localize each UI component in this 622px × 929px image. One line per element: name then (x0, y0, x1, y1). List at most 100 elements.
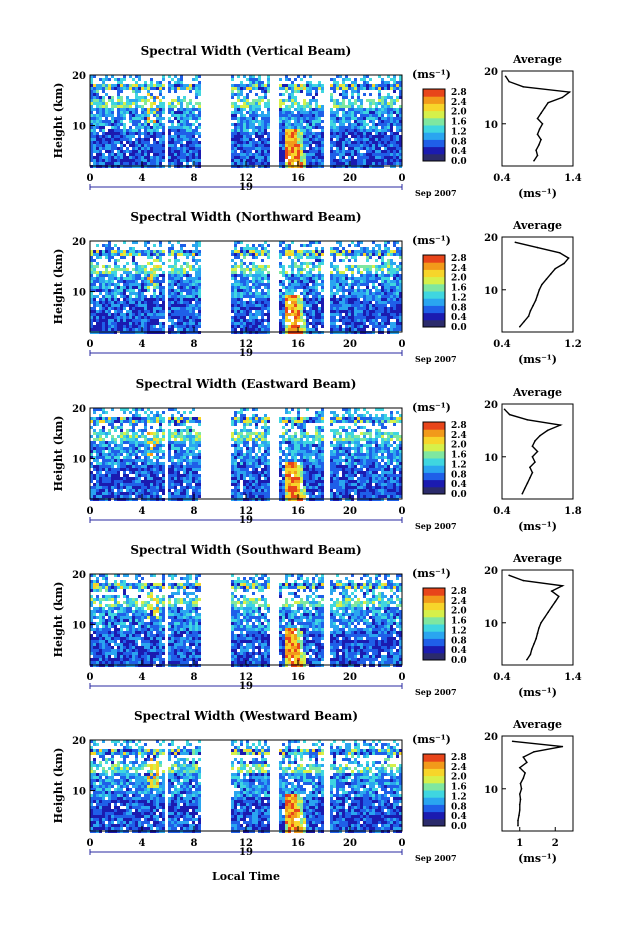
profile-point (527, 315, 530, 317)
profile-point (534, 440, 536, 442)
colorbar-frame (422, 88, 446, 162)
profile-point (550, 606, 553, 608)
colorbar-segment (423, 790, 445, 798)
profile-point (522, 756, 525, 758)
profile-point (526, 419, 529, 421)
date-suffix: Sep 2007 (415, 354, 457, 364)
profile-x-tick-label: 0.4 (493, 672, 510, 683)
profile-point (511, 740, 514, 743)
chart-title: Spectral Width (Northward Beam) (130, 210, 361, 224)
x-tick-label: 0 (87, 506, 94, 517)
profile-point (538, 144, 540, 146)
colorbar-segment (423, 319, 445, 328)
x-tick-label: 0 (399, 838, 406, 849)
profile-point (524, 772, 526, 774)
heatmap-cells (90, 408, 402, 501)
x-tick-label: 20 (343, 672, 357, 683)
x-tick-label: 8 (191, 506, 198, 517)
chart-panel-3: Spectral Width (Southward Beam) 20 10 Heigh… (52, 543, 582, 699)
x-tick-label: 0 (87, 173, 94, 184)
profile-title: Average (512, 552, 562, 565)
colorbar-tick-label: 1.6 (451, 118, 467, 128)
profile-title: Average (512, 53, 562, 66)
y-axis-label: Height (km) (52, 416, 65, 492)
profile-point (514, 241, 517, 244)
x-axis-label: Local Time (212, 870, 280, 883)
colorbar-tick-label: 0.8 (451, 470, 467, 480)
colorbar-tick-label: 0.4 (451, 812, 467, 822)
profile-point (529, 653, 532, 656)
colorbar-tick-label: 1.2 (451, 460, 467, 470)
colorbar-segment (423, 89, 445, 97)
profile-point (533, 159, 535, 162)
profile-point (541, 283, 543, 286)
profile-point (517, 819, 519, 822)
y-tick-label: 10 (72, 122, 86, 133)
colorbar-frame (422, 421, 446, 495)
colorbar-segment (423, 609, 445, 618)
profile-x-tick-label: 1.4 (564, 173, 581, 184)
profile-x-tick-label: 0.4 (493, 506, 510, 517)
profile-y-tick-label: 10 (484, 120, 498, 131)
profile-x-tick-label: 1.4 (564, 672, 581, 683)
heatmap-cells (90, 75, 402, 168)
profile-point (540, 138, 542, 141)
profile-point (558, 252, 561, 254)
profile-title: Average (512, 219, 562, 232)
colorbar-tick-label: 0.8 (451, 137, 467, 147)
profile-y-tick-label: 10 (484, 286, 498, 297)
profile-point (532, 304, 534, 307)
profile-point (545, 278, 548, 281)
x-tick-label: 4 (139, 506, 146, 517)
colorbar-segment (423, 616, 445, 625)
colorbar-tick-label: 0.8 (451, 303, 467, 313)
colorbar-segment (423, 631, 445, 639)
colorbar-segment (423, 305, 445, 314)
colorbar-segment (423, 804, 445, 813)
profile-title: Average (512, 386, 562, 399)
colorbar-segment (423, 624, 445, 632)
date-label: 19 (239, 681, 253, 692)
colorbar-unit: (ms⁻¹) (412, 401, 451, 414)
colorbar-tick-label: 2.8 (451, 587, 467, 597)
colorbar: (ms⁻¹)2.82.42.01.61.20.80.40.0 (412, 234, 467, 333)
x-tick-label: 16 (291, 672, 305, 683)
profile-point (558, 595, 560, 598)
colorbar-frame (422, 587, 446, 661)
colorbar-segment (423, 588, 445, 596)
profile-point (526, 482, 529, 484)
colorbar-segment (423, 450, 445, 459)
colorbar-segment (423, 465, 445, 473)
profile-point (520, 787, 523, 790)
chart-panel-1: Spectral Width (Northward Beam) 20 10 Heigh… (52, 210, 582, 366)
profile-y-tick-label: 20 (484, 233, 498, 244)
colorbar-segment (423, 486, 445, 495)
colorbar-tick-label: 0.0 (451, 157, 467, 167)
profile-point (546, 429, 549, 432)
x-tick-label: 20 (343, 173, 357, 184)
profile-y-tick-label: 10 (484, 619, 498, 630)
colorbar-tick-label: 0.8 (451, 802, 467, 812)
profile-point (543, 107, 546, 109)
chart-panel-4: Spectral Width (Westward Beam)2010Height… (52, 709, 574, 865)
x-tick-label: 12 (239, 173, 253, 184)
profile-point (518, 766, 521, 769)
colorbar: (ms⁻¹)2.82.42.01.61.20.80.40.0 (412, 401, 467, 500)
profile-point (503, 408, 506, 411)
colorbar-unit: (ms⁻¹) (412, 68, 451, 81)
x-tick-label: 12 (239, 672, 253, 683)
chart-title: Spectral Width (Southward Beam) (130, 543, 361, 557)
profile-title: Average (512, 718, 562, 731)
colorbar-segment (423, 146, 445, 155)
x-tick-label: 8 (191, 173, 198, 184)
profile-point (554, 600, 557, 603)
profile-frame (501, 569, 574, 666)
profile-point (518, 803, 521, 806)
profile-x-axis-label: (ms⁻¹) (518, 187, 557, 200)
profile-point (534, 299, 537, 302)
profile-point (561, 96, 564, 99)
colorbar-tick-label: 1.2 (451, 293, 467, 303)
colorbar-segment (423, 312, 445, 321)
profile-point (519, 782, 522, 785)
